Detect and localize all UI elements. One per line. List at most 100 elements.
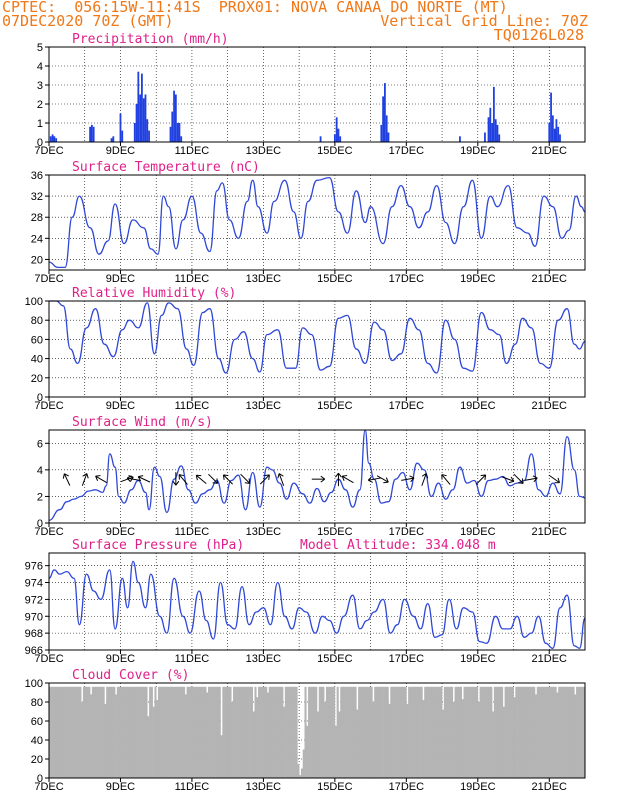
cloud-bar: [220, 735, 223, 778]
cloud-bar: [59, 686, 62, 778]
cloud-bar: [533, 686, 536, 778]
precip-bar: [139, 94, 142, 142]
y-tick-label: 20: [31, 754, 43, 766]
x-tick-label: 9DEC: [106, 145, 135, 157]
x-tick-label: 19DEC: [460, 653, 496, 665]
precip-bar: [49, 136, 52, 142]
cloud-bar: [277, 686, 280, 778]
cloud-bar: [338, 711, 341, 778]
wind-arrow: [441, 474, 451, 485]
cloud-cover-panel: 0 20 40 60 80 100 7DEC 9DEC 11DEC 13DEC 15DEC 17DEC…: [25, 668, 586, 793]
cloud-bar: [563, 686, 566, 778]
cloud-bar: [134, 686, 137, 778]
cloud-bar: [131, 686, 134, 778]
cloud-bar: [458, 686, 461, 778]
cloud-bar: [490, 686, 493, 778]
cloud-bar: [186, 686, 189, 778]
cloud-bar: [175, 686, 178, 778]
cloud-bar: [331, 686, 334, 778]
cloud-bar: [402, 686, 405, 778]
cloud-bar: [65, 686, 68, 778]
cloud-bar: [204, 686, 207, 778]
precip-bar: [173, 90, 175, 142]
precip-bar: [174, 94, 177, 142]
cloud-bar: [72, 686, 75, 778]
precip-bar: [133, 123, 136, 142]
precip-bar: [169, 126, 172, 142]
x-tick-label: 21DEC: [532, 273, 568, 285]
cloud-bar: [359, 686, 362, 778]
cloud-bar: [443, 686, 446, 778]
cloud-bar: [543, 686, 546, 778]
cloud-bar: [143, 686, 146, 778]
x-tick-label: 7DEC: [34, 781, 63, 793]
cloud-bar: [174, 686, 177, 778]
y-tick-label: 972: [25, 594, 43, 606]
temperature-title: Surface Temperature (nC): [72, 160, 260, 175]
precip-bar: [171, 111, 174, 142]
header-grid-line-note: Vertical Grid Line: 70Z: [380, 12, 588, 30]
cloud-bar: [454, 686, 457, 778]
cloud-bar: [254, 686, 257, 778]
cloud-bar: [136, 686, 139, 778]
cloud-bar: [218, 686, 221, 778]
cloud-bar: [581, 686, 584, 778]
model-altitude-note: Model Altitude: 334.048 m: [300, 538, 496, 553]
cloud-bar: [100, 686, 103, 778]
precip-bar: [178, 123, 181, 142]
cloud-bar: [493, 686, 496, 778]
y-tick-label: 6: [37, 438, 43, 450]
cloud-bar: [238, 686, 241, 778]
temperature-frame: [48, 174, 586, 271]
cloud-bar: [327, 686, 330, 778]
precip-bar: [492, 86, 495, 142]
cloud-bar: [120, 686, 123, 778]
x-tick-label: 9DEC: [106, 273, 135, 285]
wind-arrow: [501, 476, 515, 484]
cloud-bar: [418, 686, 421, 778]
cloud-bar: [552, 686, 555, 778]
x-tick-label: 11DEC: [175, 781, 210, 793]
cloud-bar: [440, 686, 443, 778]
cloud-bar: [66, 686, 69, 778]
wind-arrow: [126, 475, 140, 483]
y-tick-label: 20: [31, 254, 43, 266]
cloud-bar: [270, 686, 273, 778]
cloud-bar: [166, 686, 170, 778]
cloud-bar: [383, 686, 386, 778]
cloud-bar: [97, 686, 100, 778]
cloud-bar: [109, 686, 112, 778]
cloud-bar: [461, 699, 464, 778]
cloud-bar: [293, 686, 296, 778]
cloud-bar: [379, 686, 382, 778]
cloud-bar: [116, 686, 119, 778]
cloud-bar: [452, 702, 455, 778]
x-tick-label: 11DEC: [175, 400, 210, 412]
cloud-bar: [150, 686, 153, 778]
x-tick-label: 13DEC: [246, 653, 282, 665]
cloud-bar: [283, 706, 286, 778]
cloud-bar: [75, 686, 78, 778]
cloud-bar: [309, 686, 312, 778]
x-tick-label: 7DEC: [34, 400, 63, 412]
x-tick-label: 7DEC: [34, 526, 63, 538]
cloud-bar: [195, 686, 198, 778]
cloud-bar: [318, 686, 321, 778]
cloud-bar: [422, 700, 425, 778]
cloud-bar: [429, 686, 432, 778]
cloud-bar: [149, 686, 152, 778]
cloud-bar: [236, 686, 239, 778]
pressure-frame: [48, 552, 586, 651]
cloud-bar: [468, 686, 471, 778]
cloud-bar: [124, 686, 127, 778]
cloud-bar: [140, 686, 143, 778]
y-tick-label: 80: [31, 697, 43, 709]
x-tick-label: 19DEC: [460, 273, 496, 285]
cloud-bar: [317, 711, 320, 778]
precip-bar: [137, 71, 140, 142]
cloud-bar: [370, 686, 373, 778]
cloud-bar: [565, 686, 568, 778]
precip-bar: [144, 94, 147, 142]
cloud-bar: [472, 686, 475, 778]
cloud-bar: [208, 686, 211, 778]
